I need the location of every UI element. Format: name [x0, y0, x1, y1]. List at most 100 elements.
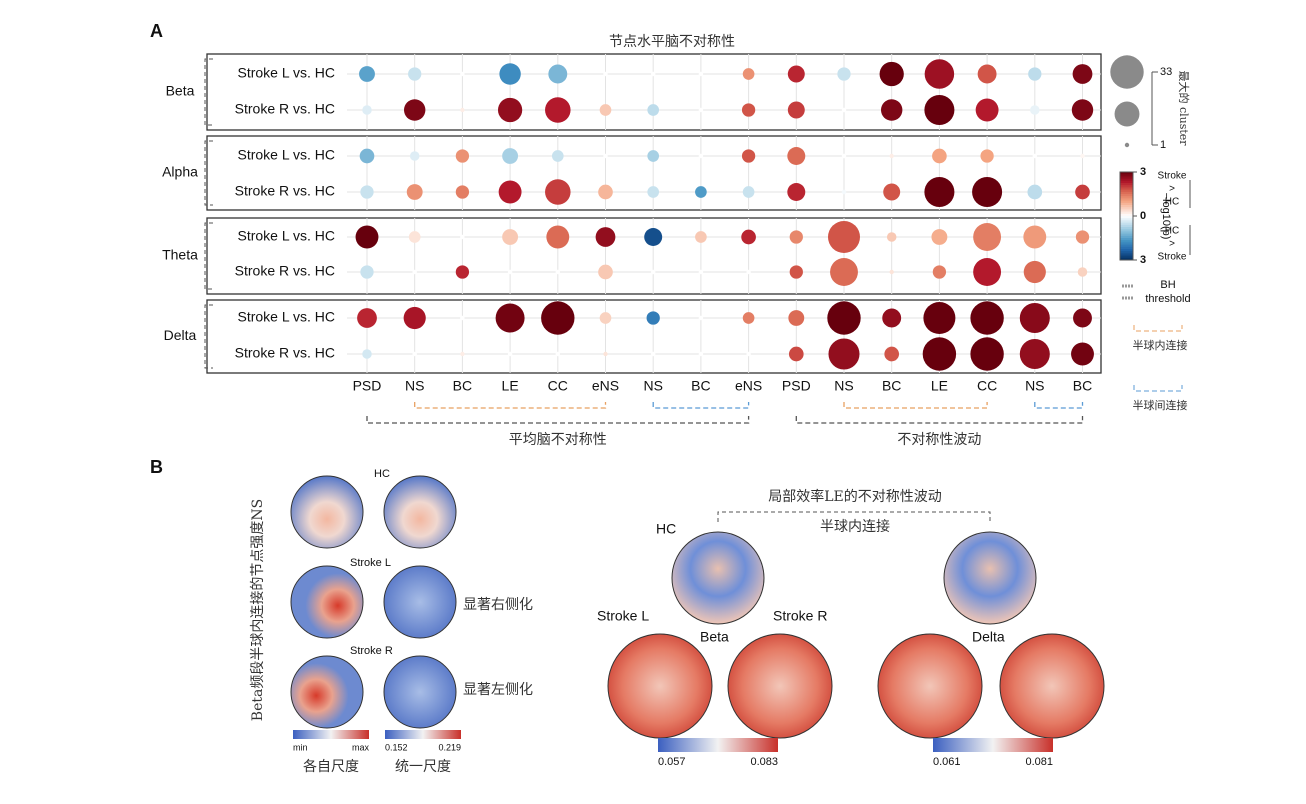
bubble	[698, 269, 704, 275]
x-tick-label: NS	[643, 378, 662, 394]
x-tick-label: CC	[977, 378, 997, 394]
bubble	[970, 337, 1004, 371]
bubble	[746, 269, 751, 275]
bubble	[355, 225, 379, 249]
colorbar-cell	[1120, 231, 1133, 235]
row-label: Stroke R vs. HC	[235, 263, 335, 279]
x-tick-label: LE	[502, 378, 519, 394]
threshold-label: threshold	[1145, 293, 1190, 305]
bubble	[1071, 342, 1094, 366]
band-label: Alpha	[162, 164, 198, 180]
bubble	[599, 312, 612, 324]
band-bracket	[204, 222, 213, 290]
x-tick-label: NS	[1025, 378, 1044, 394]
colorbar-cell	[1120, 205, 1133, 208]
group-label: 不对称性波动	[897, 432, 981, 448]
bubble	[787, 147, 806, 165]
colorbar-cell	[1120, 209, 1133, 213]
panel-b-left-title: Beta频段半球内连接的节点强度NS	[249, 499, 266, 721]
colorbar-cell	[1120, 185, 1133, 188]
bubble	[975, 98, 999, 122]
group-bracket	[652, 402, 750, 409]
bubble	[698, 71, 704, 77]
bubble	[970, 301, 1004, 335]
colorbar-tick: 0.061	[933, 756, 961, 768]
bubble	[541, 301, 575, 335]
group-legend	[1133, 385, 1183, 392]
bubble	[545, 97, 571, 123]
bubble	[889, 269, 894, 275]
bubble	[841, 153, 847, 159]
bubble	[651, 71, 656, 77]
colorbar-cell	[1120, 218, 1133, 221]
colorbar-cell	[1120, 235, 1133, 239]
panel-label: A	[150, 21, 163, 41]
bubble	[646, 311, 660, 325]
bubble	[1028, 67, 1042, 81]
row-label: Stroke L vs. HC	[237, 228, 335, 244]
colorbar-tick: 0.081	[1025, 756, 1053, 768]
colorbar-tick-label: 3	[1140, 166, 1146, 178]
threshold-label: BH	[1160, 279, 1175, 291]
bubble	[498, 180, 522, 204]
colorbar-cell	[1120, 198, 1133, 202]
chart-title: 节点水平脑不对称性	[609, 34, 735, 50]
bubble	[408, 67, 422, 81]
bubble	[507, 351, 513, 357]
bubble	[403, 306, 426, 330]
colorbar-cell	[1120, 253, 1133, 257]
bubble	[555, 269, 560, 275]
bubble	[695, 186, 707, 198]
bubble	[1075, 184, 1090, 200]
row-label: Stroke L vs. HC	[237, 65, 335, 81]
colorbar-caption: >	[1169, 239, 1175, 250]
bubble	[884, 346, 900, 362]
colorbar-cell	[1120, 213, 1133, 217]
bubble	[603, 153, 608, 159]
bubble	[788, 346, 804, 362]
bubble	[359, 148, 375, 164]
panel-label: B	[150, 457, 163, 477]
bubble	[841, 107, 847, 113]
bubble	[546, 225, 570, 249]
bubble	[742, 312, 755, 324]
map-label: Stroke L	[350, 557, 391, 569]
bubble	[545, 179, 571, 205]
bubble	[598, 264, 613, 280]
map-note: 显著右侧化	[463, 597, 533, 613]
bubble	[922, 337, 957, 371]
band-bracket	[204, 58, 213, 126]
band-bracket	[204, 304, 213, 369]
map-label: Delta	[972, 629, 1005, 645]
bubble	[698, 107, 704, 113]
group-bracket	[795, 416, 1084, 424]
band-box	[206, 53, 1102, 131]
bubble	[742, 68, 755, 80]
colorbar-cell	[1120, 238, 1133, 241]
bubble	[455, 149, 470, 163]
group-legend-label: 半球内连接	[1133, 338, 1188, 352]
bubble	[460, 71, 465, 77]
colorbar-cell	[1120, 196, 1133, 199]
bubble	[879, 61, 904, 87]
bubble	[932, 148, 947, 164]
colorbar-cell	[1120, 178, 1133, 182]
bubble	[931, 229, 948, 245]
band-bracket	[204, 140, 213, 206]
colorbar-label: −log10(p)	[1160, 193, 1172, 240]
colorbar-caption: Stroke	[1158, 252, 1187, 263]
bubble	[1023, 225, 1047, 249]
colorbar-cell	[1120, 224, 1133, 228]
bubble	[923, 301, 956, 335]
colorbar-cell	[1120, 211, 1133, 215]
bubble	[830, 258, 858, 286]
bubble	[1032, 153, 1038, 159]
bubble	[889, 153, 894, 159]
colorbar-tick-label: 0	[1140, 210, 1146, 222]
size-label: 最大的 cluster	[1177, 70, 1191, 146]
row-label: Stroke R vs. HC	[235, 345, 335, 361]
bubble	[787, 183, 806, 201]
bubble	[499, 63, 521, 85]
bubble	[460, 315, 465, 321]
map-label: HC	[374, 468, 390, 480]
